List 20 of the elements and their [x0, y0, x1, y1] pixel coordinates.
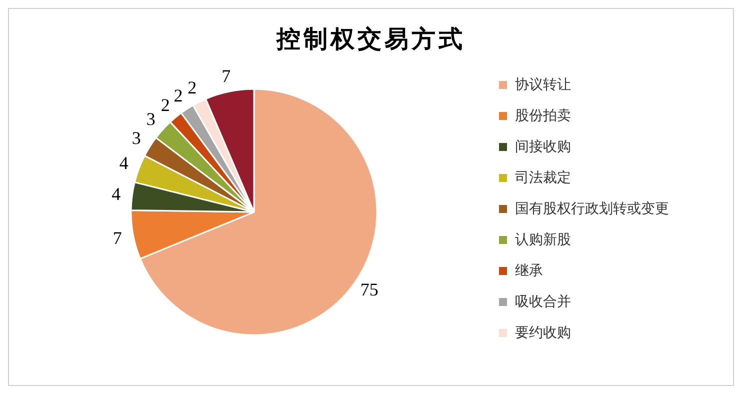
data-label: 2 [160, 94, 170, 115]
data-label: 75 [360, 279, 378, 300]
legend-label: 认购新股 [515, 231, 571, 249]
legend-label: 要约收购 [515, 324, 571, 342]
chart-title: 控制权交易方式 [275, 23, 466, 55]
legend-label: 股份拍卖 [515, 107, 571, 125]
legend-label: 吸收合并 [515, 293, 571, 311]
data-label: 2 [188, 78, 197, 98]
data-label: 7 [112, 228, 122, 248]
legend-label: 继承 [515, 262, 543, 280]
legend-label: 间接收购 [515, 138, 571, 156]
legend-label: 国有股权行政划转或变更 [515, 200, 669, 218]
data-label: 2 [174, 85, 183, 106]
data-label: 7 [222, 66, 231, 86]
data-label: 3 [132, 128, 141, 148]
legend-label: 司法裁定 [515, 169, 571, 187]
data-label: 4 [119, 153, 128, 173]
data-label: 4 [112, 184, 121, 204]
legend-label: 协议转让 [515, 76, 571, 94]
data-label: 3 [146, 108, 156, 129]
